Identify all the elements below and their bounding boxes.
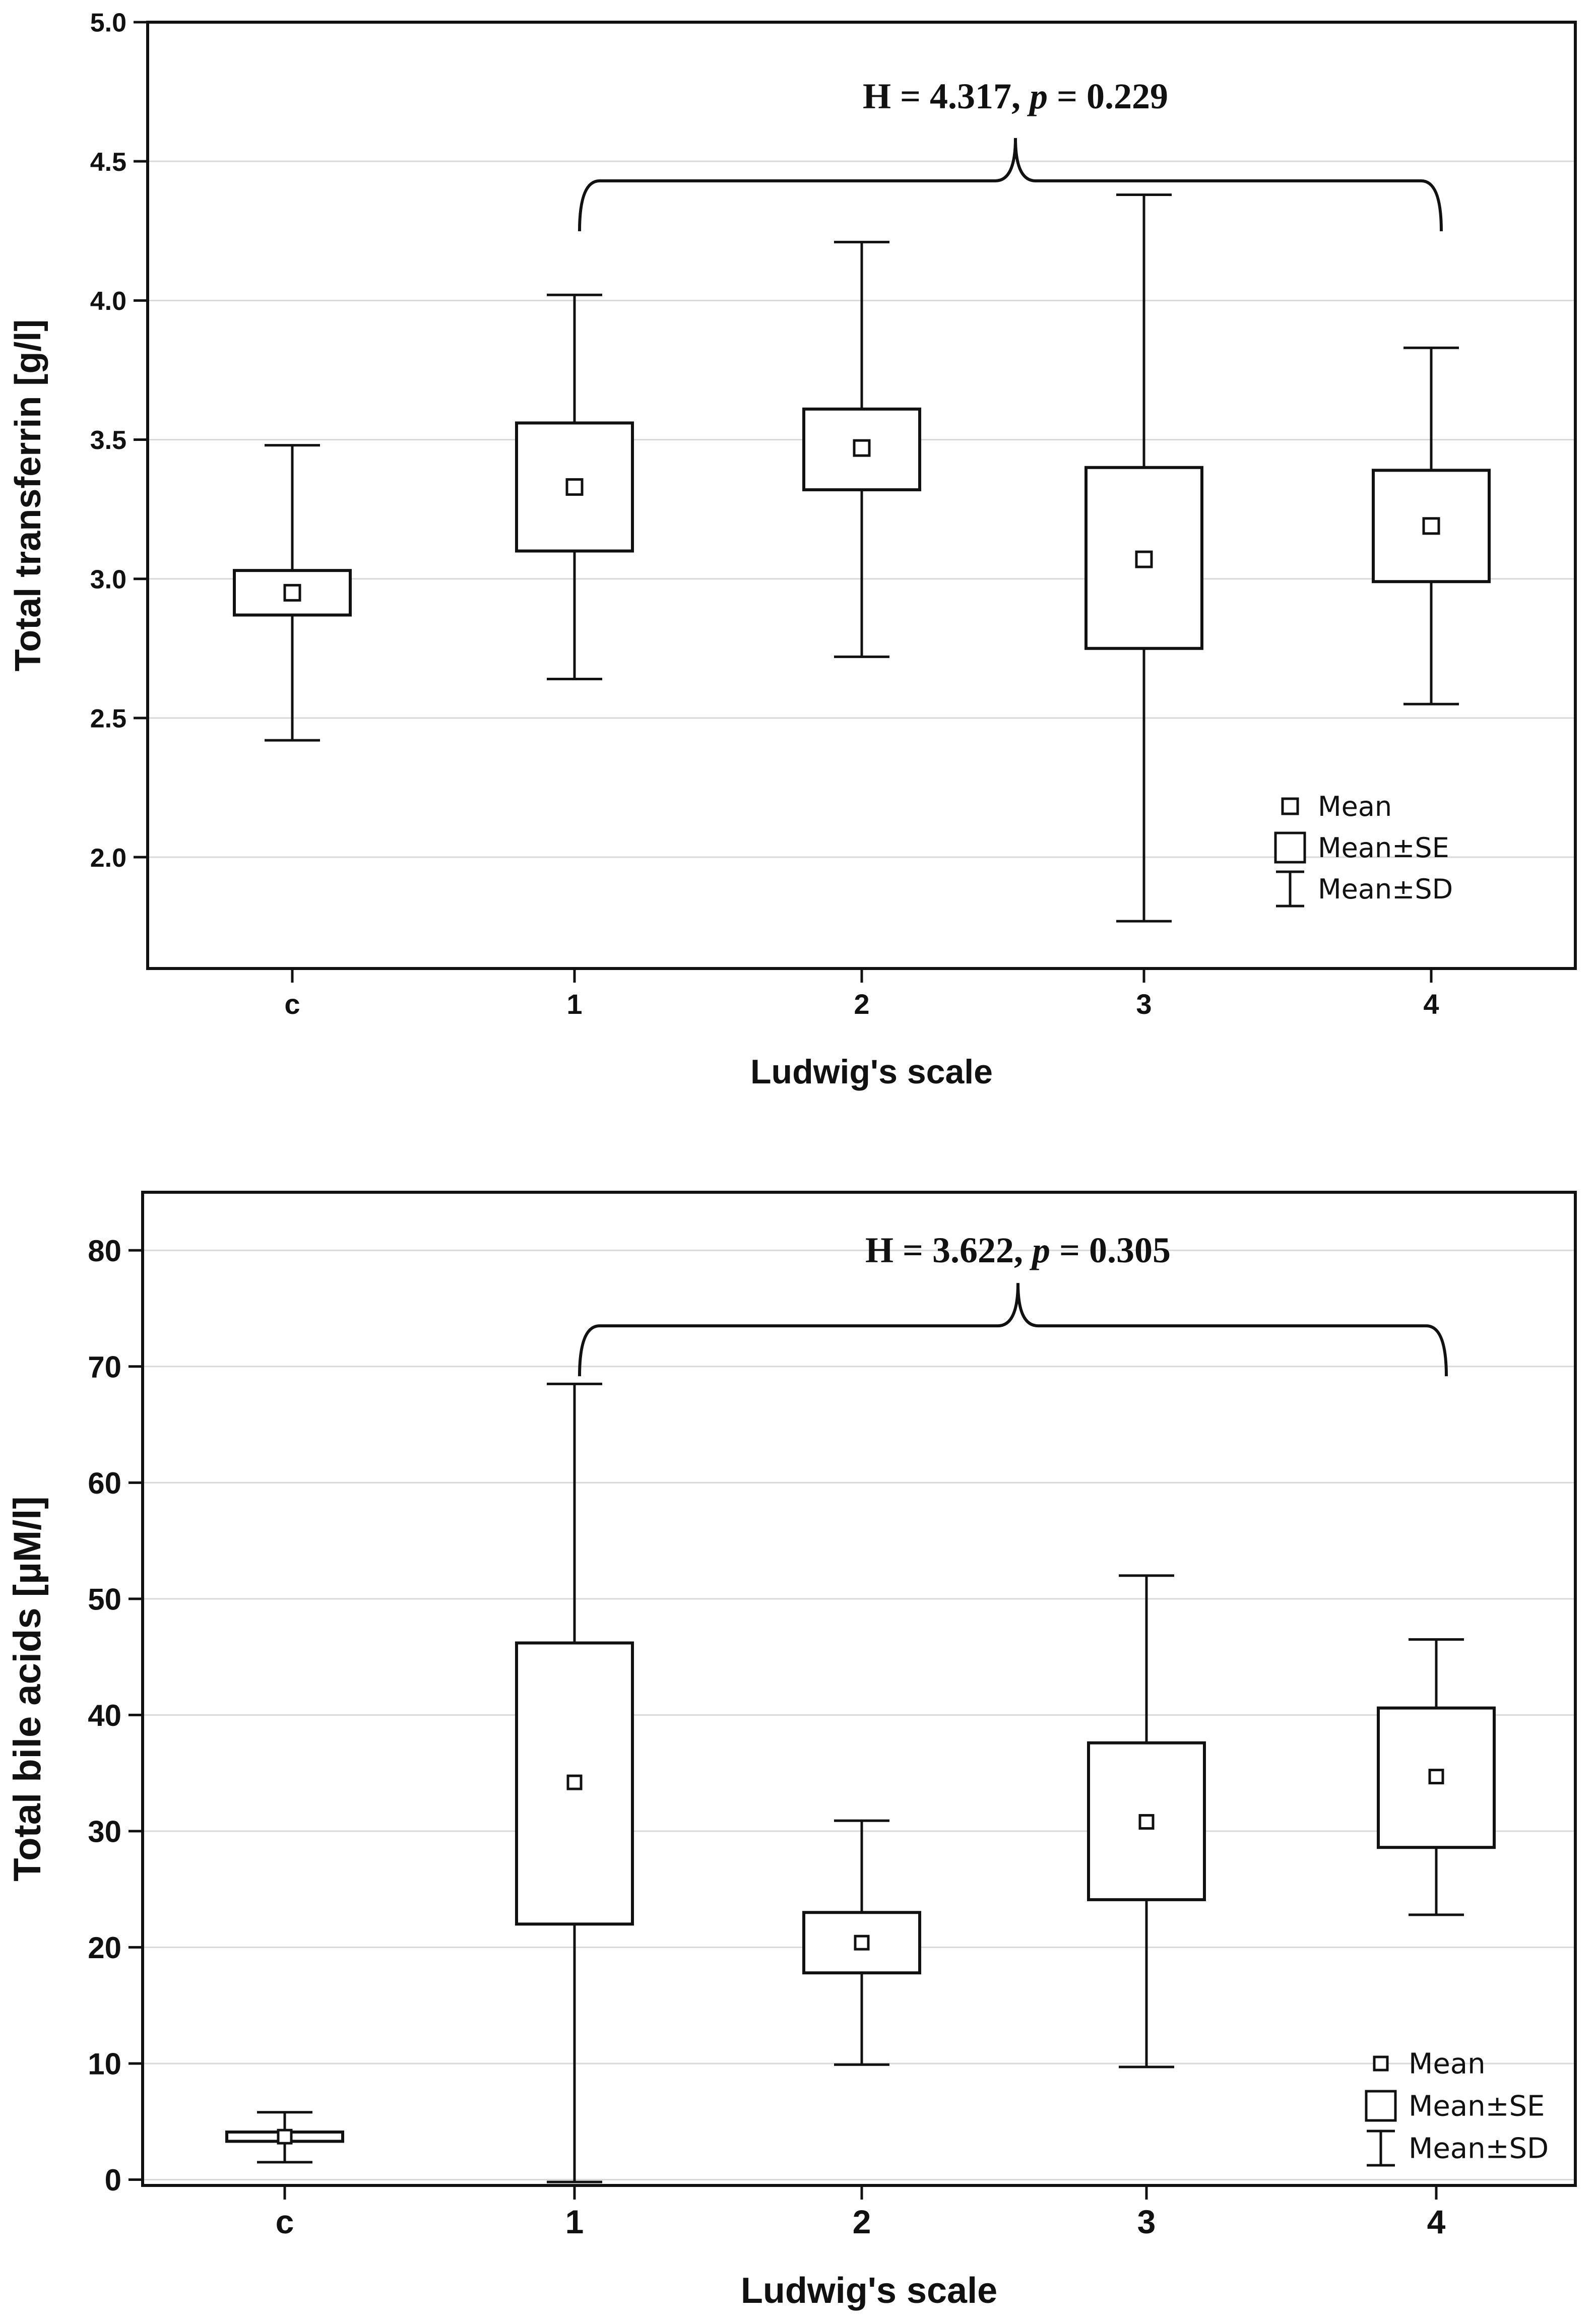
mean-marker <box>277 2129 293 2145</box>
legend-mean-label: Mean <box>1409 2048 1486 2081</box>
y-tick-label: 2.0 <box>90 844 126 873</box>
significance-bracket <box>578 1283 1448 1377</box>
se-box <box>515 421 634 553</box>
legend-se-label: Mean±SE <box>1409 2090 1545 2123</box>
legend-sd-label: Mean±SD <box>1409 2133 1549 2165</box>
x-tick-label: 1 <box>565 2203 584 2240</box>
mean-marker <box>853 439 871 457</box>
mean-marker <box>566 1774 583 1790</box>
mean-marker <box>283 584 301 602</box>
x-tick-label: c <box>276 2203 294 2240</box>
y-tick-label: 3.0 <box>90 565 126 594</box>
y-tick-label: 20 <box>88 1931 121 1965</box>
y-tick-label: 4.0 <box>90 287 126 316</box>
y-tick-label: 4.5 <box>90 148 126 177</box>
legend-se-icon <box>1365 2090 1397 2122</box>
legend-mean-icon <box>1281 797 1299 815</box>
x-axis-title: Ludwig's scale <box>741 2271 997 2311</box>
y-axis-title: Total transferrin [g/l] <box>8 319 48 672</box>
x-tick-label: 3 <box>1136 988 1152 1020</box>
x-tick-label: 4 <box>1423 988 1439 1020</box>
transferrin-chart: 2.0 2.5 3.0 3.5 4.0 4.5 5.0 c 1 2 3 4 Total transfer… <box>8 9 1577 1091</box>
mean-marker <box>1138 1814 1155 1830</box>
x-tick-label: 3 <box>1137 2203 1156 2240</box>
kruskal-wallis-stat: H = 4.317, p = 0.229 <box>863 76 1168 116</box>
legend-sd-label: Mean±SD <box>1318 873 1453 905</box>
y-tick-label: 70 <box>88 1350 121 1384</box>
y-tick-label: 3.5 <box>90 426 126 455</box>
mean-marker <box>1135 550 1153 568</box>
x-tick-label: 4 <box>1427 2203 1446 2240</box>
mean-marker <box>1428 1769 1444 1785</box>
x-tick-label: 2 <box>853 2203 871 2240</box>
y-tick-label: 80 <box>88 1234 121 1268</box>
legend-se-label: Mean±SE <box>1318 832 1449 864</box>
bile-acids-chart: 0 10 20 30 40 50 60 70 80 c 1 2 3 4 Total bile acids [… <box>6 1191 1577 2311</box>
legend-mean-icon <box>1373 2055 1389 2072</box>
mean-marker <box>1422 517 1440 535</box>
mean-marker <box>854 1935 870 1951</box>
y-tick-label: 60 <box>88 1466 121 1500</box>
legend-se-icon <box>1274 831 1306 864</box>
legend-mean-label: Mean <box>1318 791 1392 822</box>
y-tick-label: 40 <box>88 1699 121 1732</box>
x-tick-label: 1 <box>566 988 582 1020</box>
significance-bracket <box>578 138 1443 231</box>
y-tick-label: 2.5 <box>90 704 126 734</box>
y-tick-label: 50 <box>88 1582 121 1616</box>
y-axis-title: Total bile acids [µM/l] <box>6 1496 49 1881</box>
mean-marker <box>565 478 584 496</box>
y-tick-label: 5.0 <box>90 9 126 38</box>
y-tick-label: 0 <box>105 2163 121 2197</box>
x-tick-label: 2 <box>854 988 869 1020</box>
se-box <box>802 407 921 491</box>
plot-frame <box>141 1191 1577 2187</box>
kruskal-wallis-stat: H = 3.622, p = 0.305 <box>865 1230 1171 1270</box>
y-tick-label: 30 <box>88 1815 121 1848</box>
x-axis-title: Ludwig's scale <box>750 1053 993 1091</box>
y-tick-label: 10 <box>88 2047 121 2081</box>
x-tick-label: c <box>284 988 300 1020</box>
